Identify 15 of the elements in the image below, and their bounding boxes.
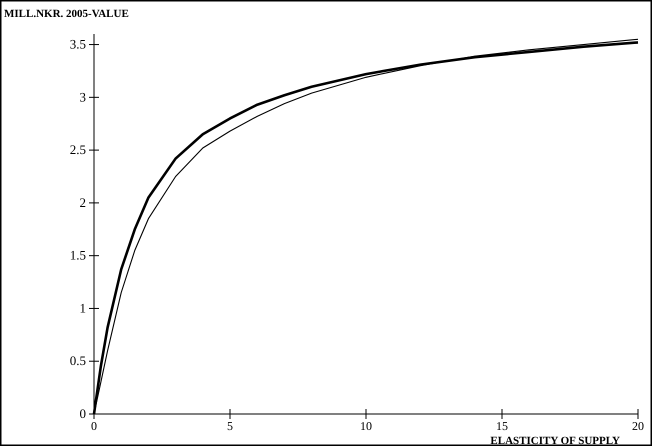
y-axis-title: MILL.NKR. 2005-VALUE xyxy=(4,8,129,20)
x-tick-label: 0 xyxy=(91,419,97,433)
y-tick-label: 1 xyxy=(80,300,86,316)
y-tick-label: 1.5 xyxy=(70,248,86,263)
y-tick-label: 0.5 xyxy=(70,353,86,368)
y-tick-label: 3 xyxy=(80,89,86,104)
x-axis-title: ELASTICITY OF SUPPLY xyxy=(490,435,620,446)
x-tick-label: 5 xyxy=(227,419,233,433)
x-tick-label: 10 xyxy=(360,419,372,433)
y-tick-label: 3.5 xyxy=(70,36,86,52)
x-tick-label: 20 xyxy=(632,419,644,433)
x-tick-label: 15 xyxy=(496,419,508,433)
y-tick-label: 2 xyxy=(80,194,86,210)
y-tick-label: 2.5 xyxy=(70,142,86,158)
y-tick-label: 0 xyxy=(80,406,86,421)
